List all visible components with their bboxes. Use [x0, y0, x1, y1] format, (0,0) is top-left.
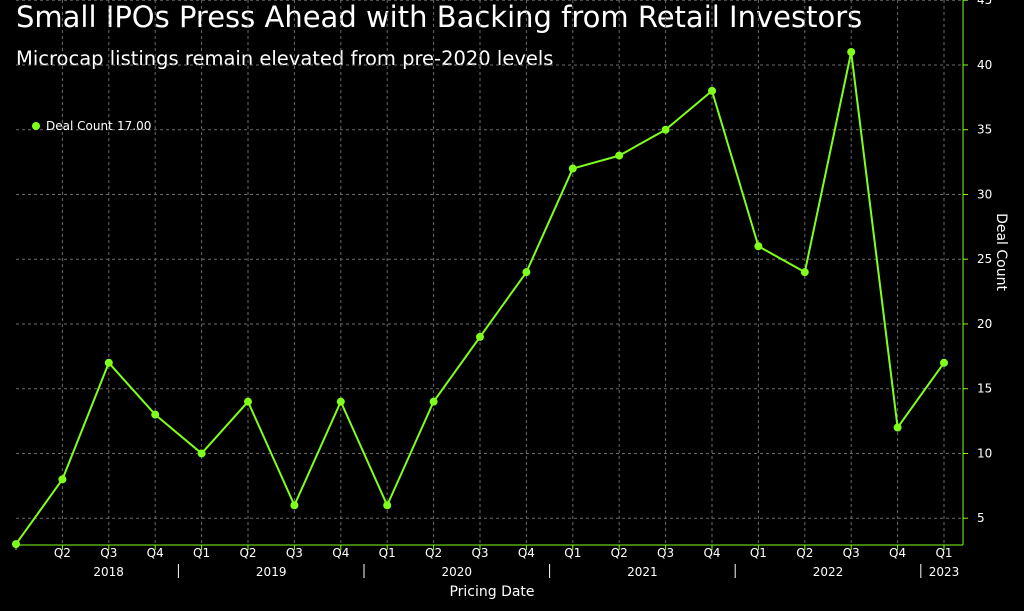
- x-year-label: 2021: [627, 565, 658, 579]
- y-tick-label: 45: [977, 0, 992, 7]
- series-deal-count: [12, 48, 948, 549]
- x-year-label: 2019: [256, 565, 287, 579]
- y-axis-title: Deal Count: [993, 213, 1009, 291]
- data-point: [568, 164, 577, 173]
- data-point: [615, 151, 624, 160]
- data-point: [661, 125, 670, 134]
- x-tick-label: Q1: [935, 546, 952, 560]
- x-year-label: 2018: [93, 565, 124, 579]
- axes: [16, 0, 964, 546]
- data-point: [429, 397, 438, 406]
- x-tick-label: Q2: [425, 546, 442, 560]
- data-point: [893, 423, 902, 432]
- chart-subtitle: Microcap listings remain elevated from p…: [16, 47, 554, 70]
- y-tick-label: 40: [977, 58, 992, 72]
- data-point: [336, 397, 345, 406]
- x-axis-ticks: Q2 Q3 Q4 Q1 Q2 Q3 Q4 Q1 Q2 Q3 Q4 Q1 Q2 Q3 Q4 Q1 Q2 Q3 Q4 Q1…: [15, 545, 960, 579]
- legend-marker: [32, 122, 40, 130]
- data-point: [940, 358, 948, 367]
- data-point: [151, 410, 160, 419]
- y-tick-label: 30: [977, 187, 992, 201]
- y-tick-label: 10: [977, 446, 992, 460]
- data-point: [197, 449, 206, 458]
- x-tick-label: Q1: [750, 546, 767, 560]
- x-tick-label: Q4: [889, 546, 906, 560]
- x-tick-label: Q2: [54, 546, 71, 560]
- data-point: [383, 501, 392, 510]
- x-tick-label: Q4: [518, 546, 535, 560]
- x-tick-label: Q4: [703, 546, 720, 560]
- data-point: [708, 86, 716, 95]
- y-axis-ticks: 5 10 15 20 25 30 35 40 45: [963, 0, 992, 525]
- legend-label: Deal Count: [46, 119, 113, 133]
- x-tick-label: Q2: [796, 546, 813, 560]
- x-tick-label: Q1: [193, 546, 210, 560]
- y-tick-label: 25: [977, 252, 992, 266]
- legend-value: 17.00: [117, 119, 151, 133]
- data-point: [104, 358, 113, 367]
- data-point: [847, 48, 856, 56]
- y-tick-label: 15: [977, 382, 992, 396]
- x-tick-label: Q2: [611, 546, 628, 560]
- x-year-label: 2023: [929, 565, 960, 579]
- grid-lines: [16, 0, 963, 545]
- x-tick-label: Q3: [286, 546, 303, 560]
- data-point: [58, 475, 67, 484]
- chart-title: Small IPOs Press Ahead with Backing from…: [16, 0, 863, 34]
- data-point: [754, 242, 763, 251]
- data-point: [522, 268, 531, 277]
- x-year-label: 2020: [442, 565, 473, 579]
- data-point: [476, 332, 484, 341]
- x-tick-label: Q3: [100, 546, 117, 560]
- legend: Deal Count 17.00: [32, 119, 151, 133]
- x-tick-label: Q4: [332, 546, 349, 560]
- x-tick-label: Q3: [657, 546, 674, 560]
- x-tick-label: Q1: [379, 546, 396, 560]
- y-tick-label: 20: [977, 317, 992, 331]
- x-axis-title: Pricing Date: [449, 584, 534, 600]
- x-tick-label: Q3: [843, 546, 860, 560]
- y-tick-label: 35: [977, 123, 992, 137]
- data-point: [12, 540, 20, 549]
- x-year-label: 2022: [813, 565, 844, 579]
- data-point: [244, 397, 252, 406]
- y-tick-label: 5: [977, 511, 985, 525]
- x-tick-label: Q2: [239, 546, 256, 560]
- x-tick-label: Q3: [471, 546, 488, 560]
- x-tick-label: Q4: [147, 546, 164, 560]
- data-point: [800, 268, 809, 277]
- data-point: [290, 501, 299, 510]
- x-tick-label: Q1: [564, 546, 581, 560]
